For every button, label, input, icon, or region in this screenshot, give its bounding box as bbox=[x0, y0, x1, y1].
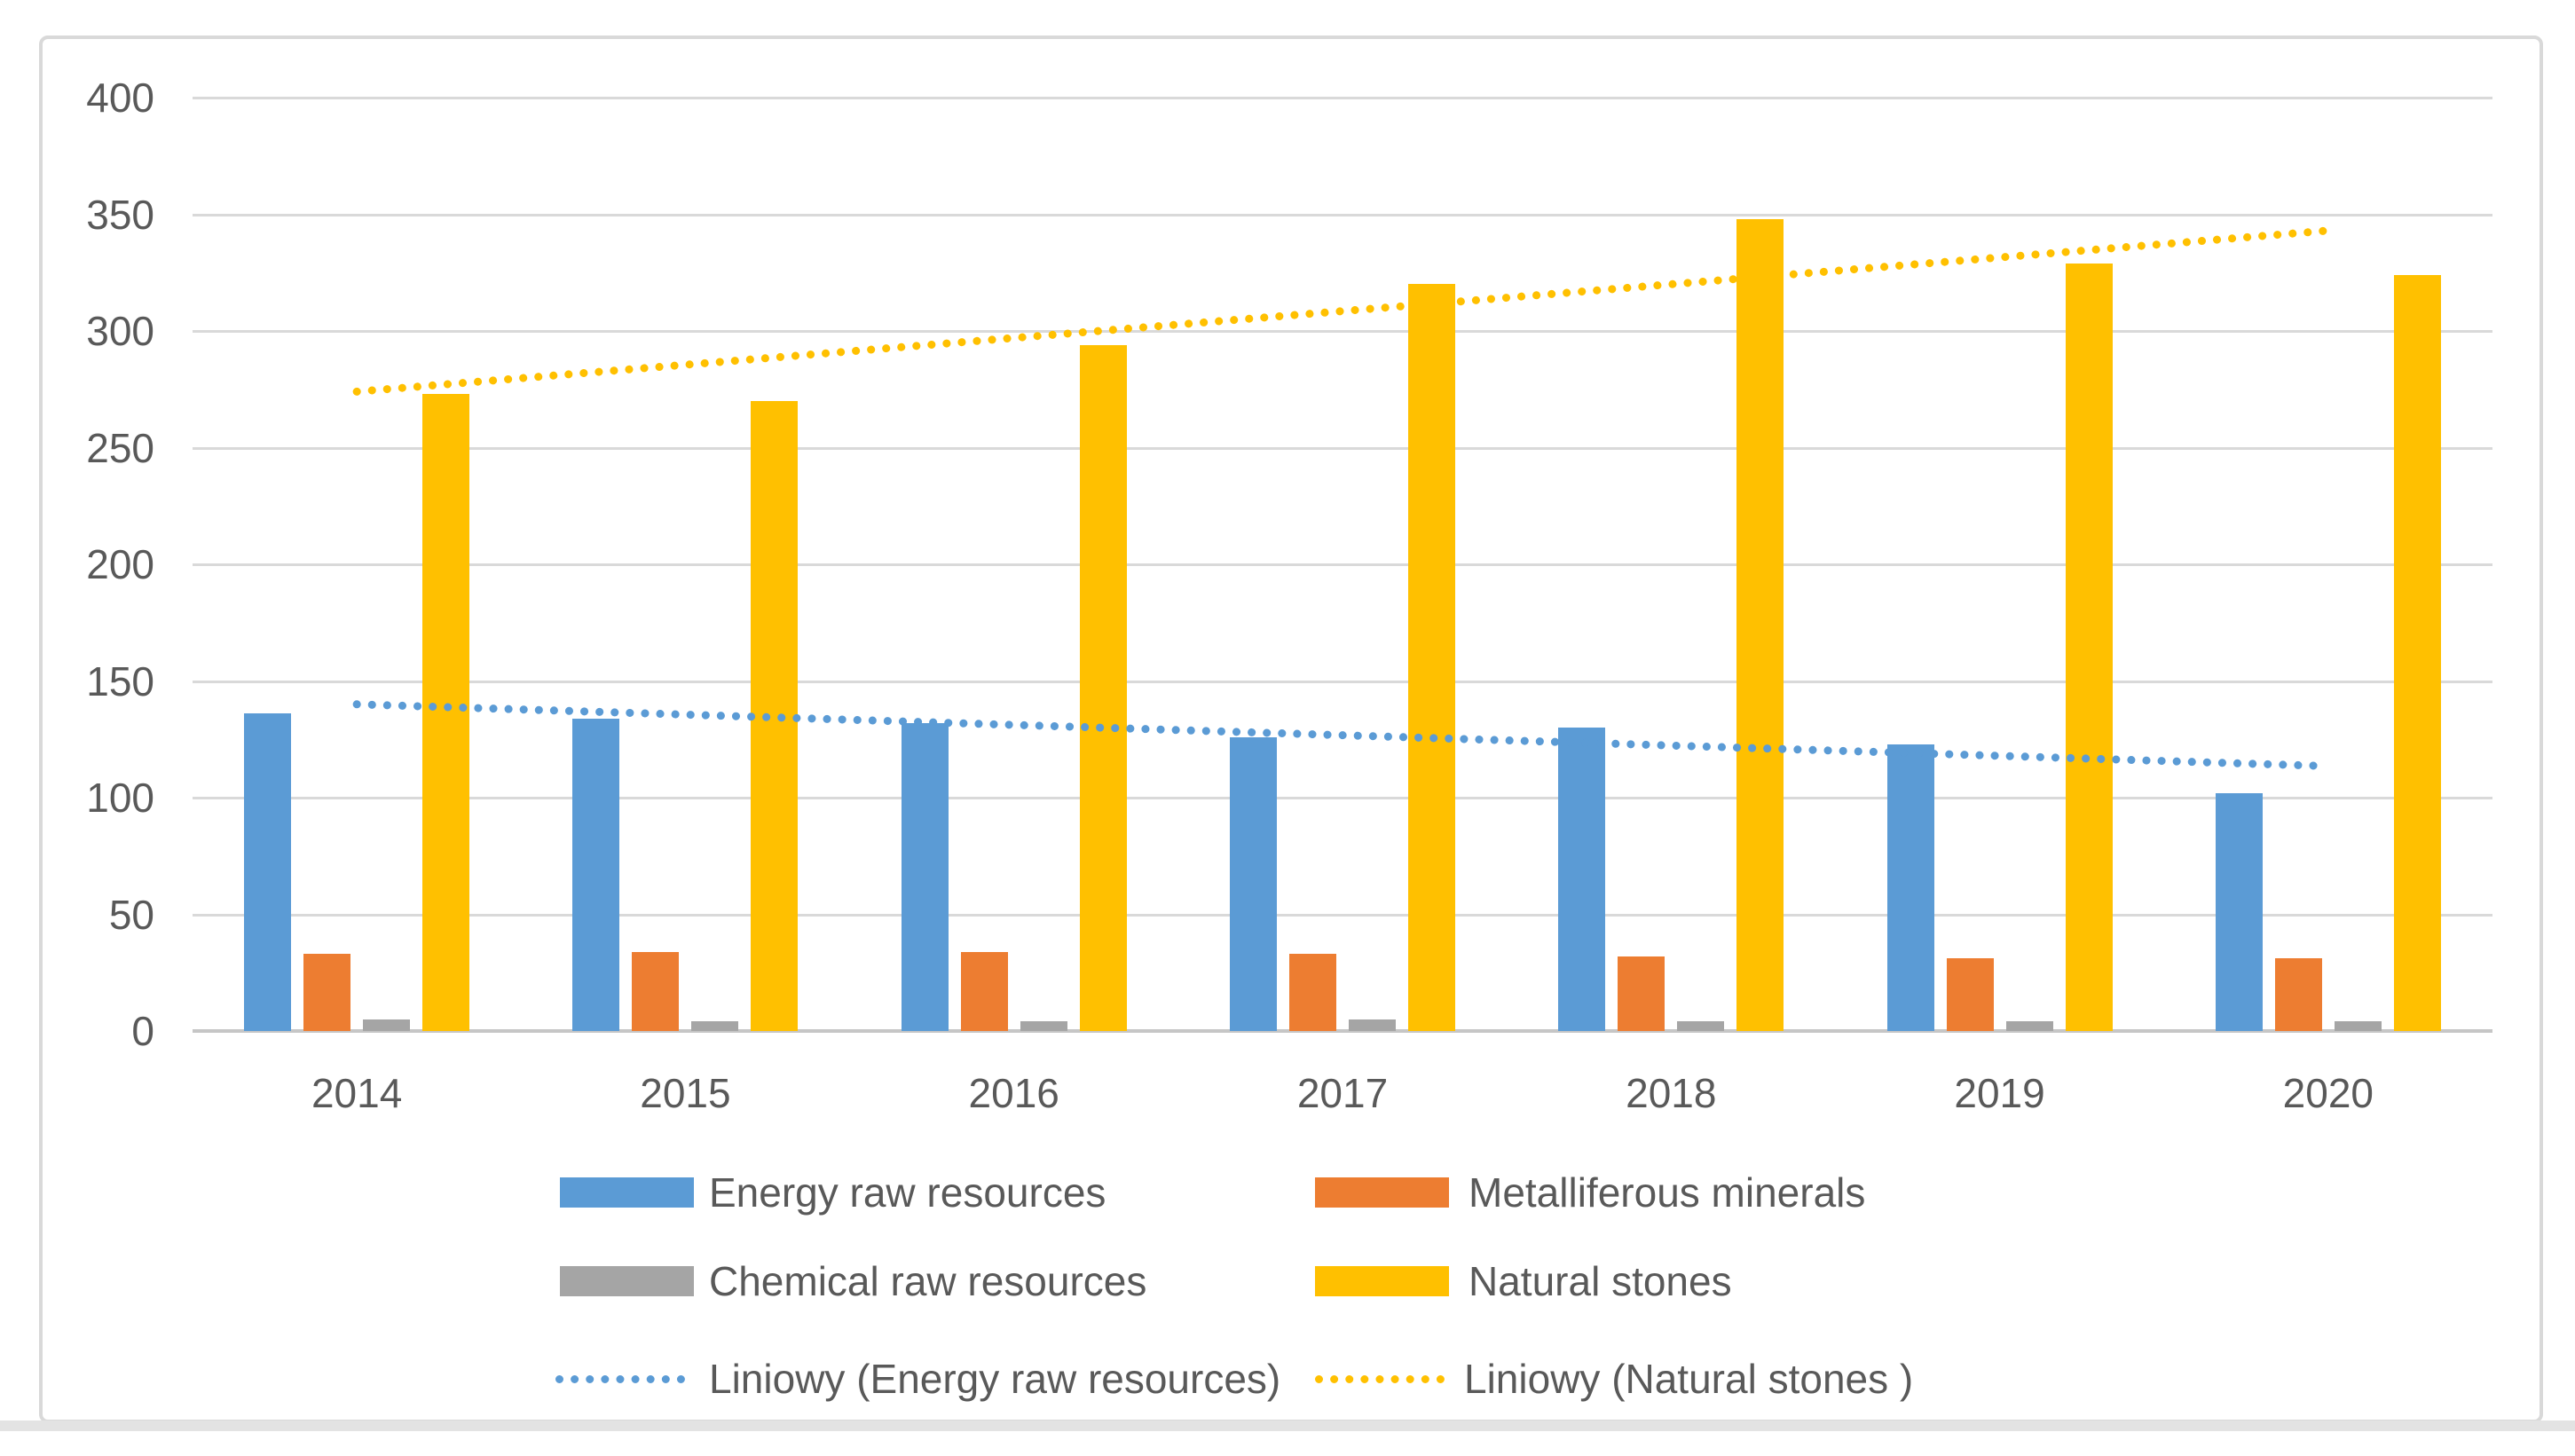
x-axis-label-2016: 2016 bbox=[968, 1070, 1059, 1116]
bar-metalliferous-minerals-2016 bbox=[960, 951, 1008, 1031]
x-axis-label-2019: 2019 bbox=[1954, 1070, 2045, 1116]
gridline bbox=[193, 797, 2492, 799]
legend-swatch-metalliferous-minerals bbox=[1315, 1177, 1449, 1208]
bar-energy-raw-resources-2017 bbox=[1230, 736, 1277, 1031]
legend-label-natural-stones: Natural stones bbox=[1469, 1258, 1732, 1304]
gridline bbox=[193, 680, 2492, 683]
legend-label-liniowy-natural-stones: Liniowy (Natural stones ) bbox=[1464, 1356, 1914, 1402]
legend-swatch-natural-stones bbox=[1315, 1266, 1449, 1296]
y-axis-tick-label: 400 bbox=[86, 75, 154, 121]
gridline bbox=[193, 97, 2492, 99]
bar-energy-raw-resources-2018 bbox=[1558, 728, 1606, 1031]
bar-natural-stones-2019 bbox=[2065, 263, 2113, 1031]
bar-natural-stones-2014 bbox=[422, 394, 470, 1031]
bar-metalliferous-minerals-2020 bbox=[2274, 958, 2322, 1031]
legend-swatch-chemical-raw-resources bbox=[560, 1266, 694, 1296]
y-axis-tick-label: 250 bbox=[86, 424, 154, 471]
gridline bbox=[193, 213, 2492, 216]
legend-swatch-liniowy-energy-raw-resources bbox=[555, 1375, 685, 1383]
bar-natural-stones-2018 bbox=[1736, 218, 1784, 1031]
bar-chemical-raw-resources-2015 bbox=[691, 1021, 739, 1031]
bar-energy-raw-resources-2020 bbox=[2215, 792, 2263, 1031]
legend-swatch-energy-raw-resources bbox=[560, 1177, 694, 1208]
bar-chemical-raw-resources-2016 bbox=[1020, 1021, 1067, 1031]
x-axis-label-2020: 2020 bbox=[2282, 1070, 2374, 1116]
bar-energy-raw-resources-2019 bbox=[1886, 744, 1934, 1031]
gridline bbox=[193, 563, 2492, 566]
legend-swatch-liniowy-natural-stones bbox=[1315, 1375, 1445, 1383]
gridline bbox=[193, 330, 2492, 333]
plot-area: 400 350 300 250 200 150 100 50 0 2014 2015 2016 2017… bbox=[43, 39, 2547, 1427]
bar-chemical-raw-resources-2017 bbox=[1349, 1019, 1396, 1031]
x-axis-label-2014: 2014 bbox=[311, 1070, 403, 1116]
legend-label-energy-raw-resources: Energy raw resources bbox=[709, 1169, 1106, 1216]
x-axis-label-2018: 2018 bbox=[1626, 1070, 1717, 1116]
gridline bbox=[193, 913, 2492, 917]
y-axis-tick-label: 200 bbox=[86, 541, 154, 587]
bar-energy-raw-resources-2014 bbox=[244, 713, 292, 1031]
y-axis-tick-label: 350 bbox=[86, 191, 154, 238]
bar-energy-raw-resources-2015 bbox=[572, 718, 620, 1031]
trendline-liniowy-natural-stones bbox=[352, 226, 2333, 396]
bar-energy-raw-resources-2016 bbox=[901, 722, 949, 1031]
bar-metalliferous-minerals-2017 bbox=[1289, 954, 1336, 1031]
y-axis-tick-label: 100 bbox=[86, 775, 154, 821]
bar-metalliferous-minerals-2014 bbox=[303, 954, 351, 1031]
trendline-liniowy-energy-raw-resources bbox=[352, 700, 2333, 770]
y-axis-tick-label: 0 bbox=[131, 1008, 154, 1054]
legend-label-chemical-raw-resources: Chemical raw resources bbox=[709, 1258, 1147, 1304]
page-edge-strip bbox=[0, 1421, 2575, 1431]
bar-chemical-raw-resources-2019 bbox=[2005, 1021, 2053, 1031]
bar-chemical-raw-resources-2014 bbox=[363, 1019, 411, 1031]
bar-metalliferous-minerals-2018 bbox=[1618, 956, 1665, 1031]
bar-natural-stones-2015 bbox=[751, 400, 799, 1031]
x-axis-label-2015: 2015 bbox=[640, 1070, 731, 1116]
bar-natural-stones-2016 bbox=[1079, 344, 1127, 1031]
trendlines-layer bbox=[352, 226, 2333, 770]
x-axis-line bbox=[193, 1029, 2492, 1033]
legend-label-liniowy-energy-raw-resources: Liniowy (Energy raw resources) bbox=[709, 1356, 1281, 1402]
bar-chemical-raw-resources-2018 bbox=[1677, 1021, 1725, 1031]
bar-chemical-raw-resources-2020 bbox=[2334, 1021, 2382, 1031]
bar-metalliferous-minerals-2015 bbox=[632, 951, 680, 1031]
x-axis-label-2017: 2017 bbox=[1296, 1070, 1389, 1116]
gridline bbox=[193, 446, 2492, 450]
bar-natural-stones-2017 bbox=[1408, 284, 1455, 1031]
chart-frame: 400 350 300 250 200 150 100 50 0 2014 2015 2016 2017… bbox=[39, 35, 2543, 1423]
y-axis-tick-label: 150 bbox=[86, 657, 154, 704]
y-axis-tick-label: 300 bbox=[86, 308, 154, 354]
bar-natural-stones-2020 bbox=[2393, 274, 2441, 1031]
legend-label-metalliferous-minerals: Metalliferous minerals bbox=[1469, 1169, 1866, 1216]
bar-metalliferous-minerals-2019 bbox=[1946, 958, 1994, 1031]
y-axis-tick-label: 50 bbox=[108, 891, 154, 938]
